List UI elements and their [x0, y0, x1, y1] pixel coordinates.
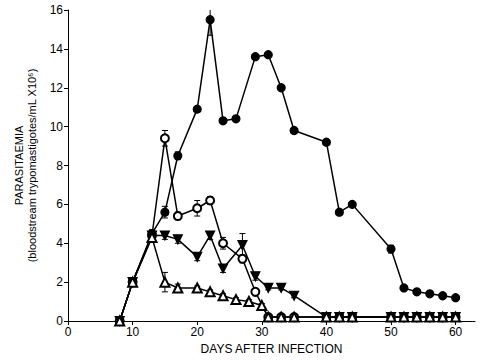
- svg-text:8: 8: [56, 159, 63, 173]
- svg-text:40: 40: [320, 325, 334, 339]
- svg-text:PARASITAEMIA: PARASITAEMIA: [13, 125, 25, 205]
- svg-text:6: 6: [56, 197, 63, 211]
- svg-text:50: 50: [384, 325, 398, 339]
- svg-text:12: 12: [50, 81, 64, 95]
- svg-text:30: 30: [255, 325, 269, 339]
- svg-text:0: 0: [56, 314, 63, 328]
- svg-text:0: 0: [65, 325, 72, 339]
- svg-text:10: 10: [126, 325, 140, 339]
- svg-text:16: 16: [50, 3, 64, 17]
- svg-text:2: 2: [56, 275, 63, 289]
- svg-text:14: 14: [50, 42, 64, 56]
- svg-text:DAYS AFTER INFECTION: DAYS AFTER INFECTION: [201, 342, 343, 356]
- svg-text:10: 10: [50, 120, 64, 134]
- svg-text:60: 60: [449, 325, 463, 339]
- svg-text:(bloodstream trypomastigotes/m: (bloodstream trypomastigotes/mL X10⁶): [26, 69, 38, 263]
- svg-text:4: 4: [56, 236, 63, 250]
- svg-text:20: 20: [191, 325, 205, 339]
